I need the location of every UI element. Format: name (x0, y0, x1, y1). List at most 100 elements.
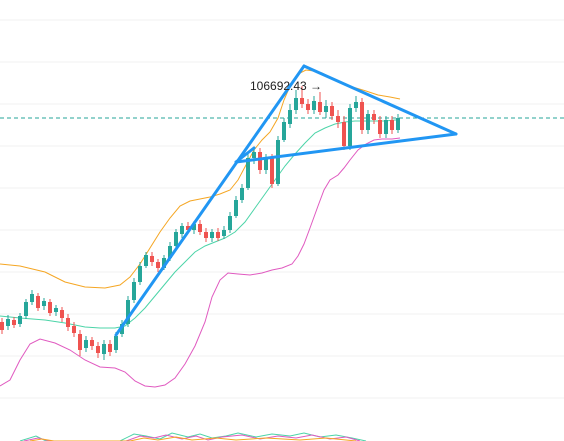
candle-25 (150, 252, 154, 266)
candle-body (162, 258, 166, 268)
candle-body (18, 316, 22, 324)
candle-body (192, 224, 196, 230)
candle-body (270, 158, 274, 184)
candle-47 (282, 118, 286, 142)
candle-body (384, 120, 388, 134)
candle-body (240, 188, 244, 200)
candle-12 (72, 322, 76, 337)
candle-body (180, 226, 184, 234)
candle-body (300, 98, 304, 104)
candle-59 (354, 96, 358, 112)
candle-body (216, 232, 220, 238)
candle-body (198, 224, 202, 232)
candle-body (390, 120, 394, 130)
candle-body (360, 102, 364, 130)
candle-body (42, 301, 46, 306)
candle-45 (270, 154, 274, 188)
candle-body (6, 319, 10, 326)
candle-body (186, 226, 190, 230)
candle-body (222, 230, 226, 236)
bollinger-lower-band (0, 137, 401, 388)
high-price-label: 106692.43 → (250, 79, 322, 93)
bollinger-upper-band (0, 69, 401, 289)
candle-60 (360, 98, 364, 134)
candle-body (54, 308, 58, 312)
candle-54 (324, 100, 328, 118)
candle-body (108, 344, 112, 352)
candle-body (342, 122, 346, 146)
candle-body (36, 296, 40, 308)
candle-56 (336, 110, 340, 128)
candle-62 (372, 110, 376, 124)
candle-66 (396, 114, 400, 133)
high-price-annotation: 106692.43 → (250, 79, 322, 93)
candle-body (144, 255, 148, 266)
indicator-strip (19, 432, 367, 441)
candle-2 (12, 317, 16, 328)
candle-body (78, 334, 82, 350)
candle-53 (318, 92, 322, 115)
candle-22 (132, 278, 136, 303)
candle-body (0, 322, 4, 330)
horizontal-gridlines (0, 19, 564, 399)
candle-body (174, 232, 178, 246)
candle-26 (156, 259, 160, 272)
candle-body (168, 246, 172, 258)
candle-46 (276, 136, 280, 186)
candle-50 (300, 86, 304, 108)
candle-57 (342, 116, 346, 150)
candle-body (126, 300, 130, 324)
candle-body (60, 310, 64, 318)
candle-body (30, 294, 34, 302)
candle-51 (306, 99, 310, 114)
candle-1 (6, 315, 10, 330)
candle-0 (0, 318, 4, 334)
candle-36 (216, 228, 220, 241)
candle-body (96, 346, 100, 353)
candle-body (234, 200, 238, 216)
candle-body (12, 320, 16, 325)
candle-4 (24, 299, 28, 319)
candle-body (336, 116, 340, 122)
candle-body (132, 282, 136, 300)
candle-38 (228, 212, 232, 233)
candle-body (66, 318, 70, 327)
candle-37 (222, 226, 226, 239)
candle-body (378, 120, 382, 134)
candle-16 (96, 342, 100, 358)
candle-29 (174, 229, 178, 249)
candle-9 (54, 305, 58, 316)
pennant-pattern-lines (114, 64, 458, 337)
candle-body (306, 104, 310, 110)
candle-33 (198, 220, 202, 235)
candle-24 (144, 252, 148, 268)
candle-body (348, 108, 352, 146)
candle-body (156, 262, 160, 268)
candle-21 (126, 296, 130, 327)
candle-42 (252, 148, 256, 164)
candle-body (72, 326, 76, 333)
candle-body (204, 232, 208, 238)
candle-body (276, 140, 280, 184)
candle-5 (30, 290, 34, 305)
candle-body (282, 122, 286, 140)
candle-34 (204, 228, 208, 242)
candle-body (114, 336, 118, 350)
candle-3 (18, 313, 22, 327)
candle-15 (90, 337, 94, 350)
pattern-line-2 (234, 132, 458, 164)
candle-body (312, 101, 316, 110)
candle-body (84, 340, 88, 348)
candle-52 (312, 96, 316, 114)
candle-body (318, 102, 322, 112)
candle-18 (108, 340, 112, 356)
candle-body (228, 216, 232, 230)
candle-body (330, 106, 334, 116)
candle-64 (384, 116, 388, 138)
indicator-line-c (29, 436, 357, 441)
candle-body (150, 256, 154, 262)
candle-43 (258, 148, 262, 174)
candle-11 (66, 314, 70, 331)
candle-40 (240, 184, 244, 203)
candle-body (90, 340, 94, 346)
